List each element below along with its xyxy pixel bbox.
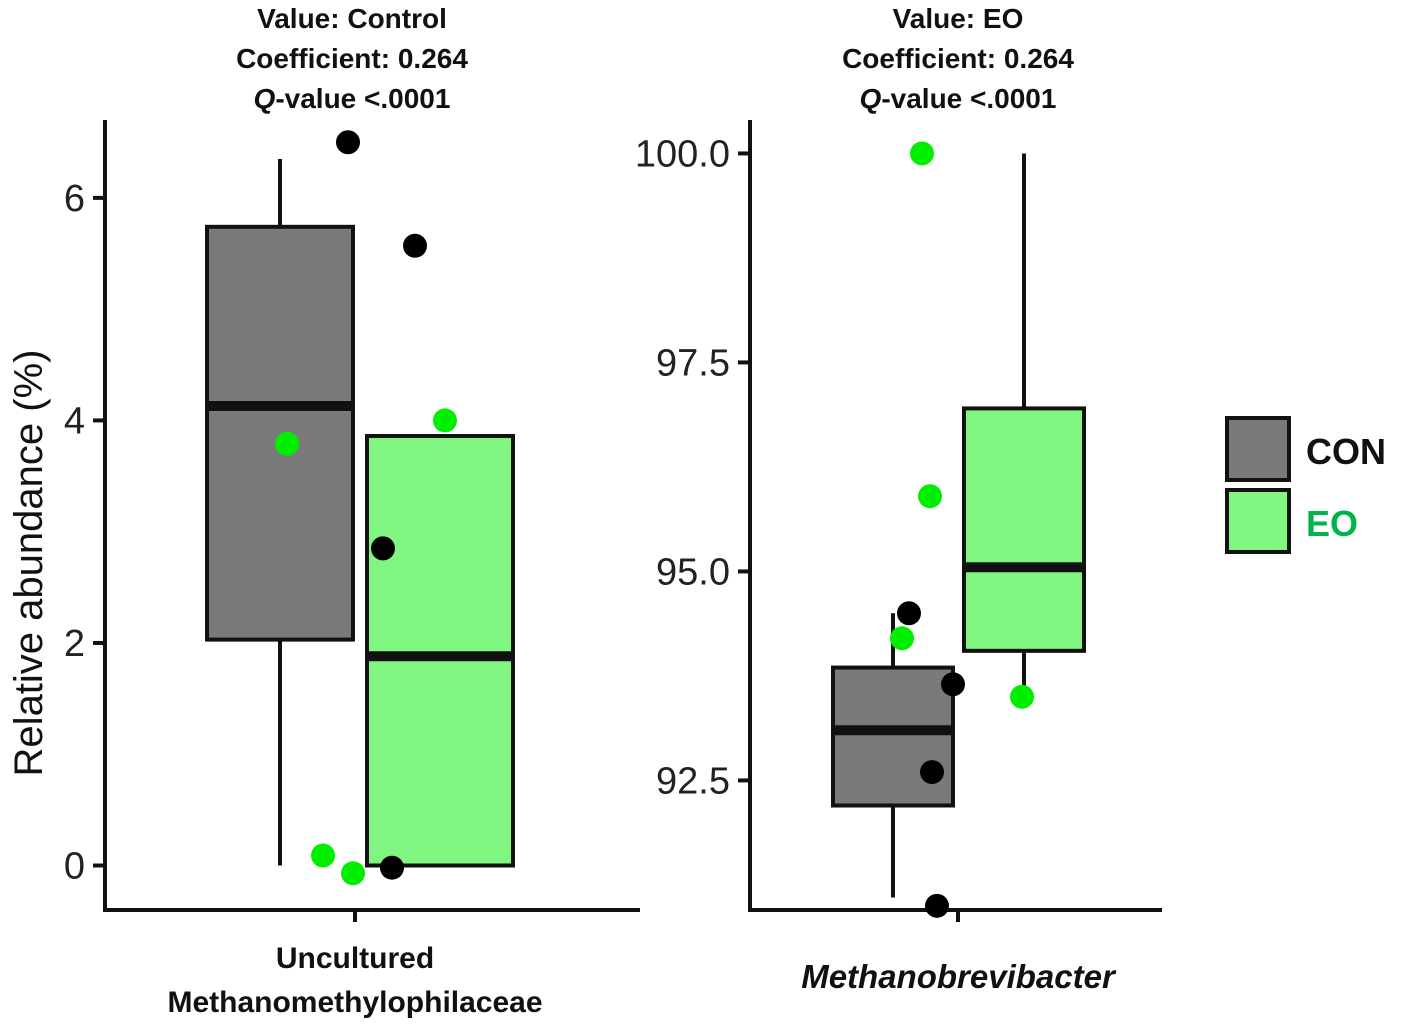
x-axis-label: Methanobrevibacter xyxy=(801,958,1117,995)
title-value: 0.264 xyxy=(1004,43,1074,74)
data-point-con xyxy=(403,233,427,258)
x-axis-label: Uncultured xyxy=(276,942,434,975)
legend-key-eo xyxy=(1225,488,1291,554)
title-label: Coefficient: xyxy=(236,43,398,74)
data-point-con xyxy=(336,130,360,155)
box-con xyxy=(205,158,355,866)
title-label: -value xyxy=(881,83,970,114)
data-point-eo xyxy=(918,484,942,509)
data-point-con xyxy=(920,760,944,785)
y-tick-label: 100.0 xyxy=(635,133,730,175)
y-axis-label: Relative abundance (%) xyxy=(7,350,51,777)
data-point-eo xyxy=(890,626,914,651)
title-label: Coefficient: xyxy=(842,43,1004,74)
y-tick-label: 2 xyxy=(64,623,85,665)
y-tick-label: 6 xyxy=(64,178,85,220)
title-line: Value: Control xyxy=(257,3,447,34)
title-value: Control xyxy=(347,3,447,34)
legend-key-con xyxy=(1225,416,1291,482)
title-italic-prefix: Q xyxy=(254,83,276,114)
x-axis-label: Methanomethylophilaceae xyxy=(167,986,542,1019)
title-value: 0.264 xyxy=(398,43,468,74)
title-value: <.0001 xyxy=(364,83,450,114)
box-body xyxy=(365,434,515,868)
panel-methanobrevibacter: Value: EO Coefficient: 0.264 Q-value <.000… xyxy=(635,3,1162,995)
panel-uncultured-methanomethylophilaceae: Value: Control Coefficient: 0.264 Q-value … xyxy=(7,3,640,1019)
legend-label-eo: EO xyxy=(1306,503,1358,544)
legend: CON EO xyxy=(1225,416,1386,554)
box-body xyxy=(205,224,355,642)
data-point-con xyxy=(380,855,404,880)
title-line: Coefficient: 0.264 xyxy=(842,43,1074,74)
box-body xyxy=(962,406,1086,653)
title-line: Q-value <.0001 xyxy=(860,83,1057,114)
data-point-con xyxy=(941,672,965,697)
data-point-eo xyxy=(1010,684,1034,709)
data-point-con xyxy=(925,893,949,918)
title-label: Value: xyxy=(257,3,347,34)
data-point-eo xyxy=(311,843,335,868)
y-tick-label: 4 xyxy=(64,400,85,442)
legend-label-con: CON xyxy=(1306,431,1386,472)
title-value: <.0001 xyxy=(970,83,1056,114)
title-line: Coefficient: 0.264 xyxy=(236,43,468,74)
data-point-con xyxy=(897,601,921,626)
box-eo xyxy=(962,153,1086,689)
box-eo xyxy=(365,434,515,868)
y-tick-label: 97.5 xyxy=(656,342,730,384)
data-point-con xyxy=(371,536,395,561)
title-label: Value: xyxy=(893,3,983,34)
data-point-eo xyxy=(275,431,299,456)
data-point-eo xyxy=(910,141,934,166)
title-line: Value: EO xyxy=(893,3,1024,34)
y-tick-label: 0 xyxy=(64,845,85,887)
title-value: EO xyxy=(983,3,1023,34)
y-tick-label: 92.5 xyxy=(656,760,730,802)
data-point-eo xyxy=(433,408,457,433)
title-italic-prefix: Q xyxy=(860,83,882,114)
data-point-eo xyxy=(341,861,365,886)
title-line: Q-value <.0001 xyxy=(254,83,451,114)
box-body xyxy=(831,665,955,808)
box-con xyxy=(831,613,955,898)
title-label: -value xyxy=(275,83,364,114)
y-tick-label: 95.0 xyxy=(656,551,730,593)
